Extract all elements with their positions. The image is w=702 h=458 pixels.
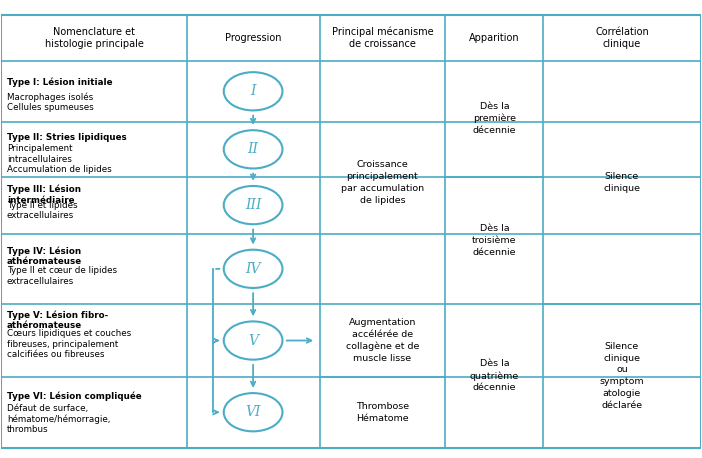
Text: Type III: Lésion
intermédiaire: Type III: Lésion intermédiaire [7, 185, 81, 205]
Text: III: III [245, 198, 261, 212]
Text: Principalement
intracellulaires
Accumulation de lipides: Principalement intracellulaires Accumula… [7, 144, 112, 174]
Text: Défaut de surface,
hématome/hémorragie,
thrombus: Défaut de surface, hématome/hémorragie, … [7, 404, 110, 435]
Text: Type II: Stries lipidiques: Type II: Stries lipidiques [7, 133, 127, 142]
Text: Principal mécanisme
de croissance: Principal mécanisme de croissance [331, 27, 433, 49]
Text: II: II [248, 142, 258, 156]
Text: V: V [248, 333, 258, 348]
Text: Type II et lipides
extracellulaires: Type II et lipides extracellulaires [7, 201, 78, 220]
Text: VI: VI [246, 405, 261, 419]
Text: Type VI: Lésion compliquée: Type VI: Lésion compliquée [7, 392, 142, 402]
Text: I: I [251, 84, 256, 98]
Text: Apparition: Apparition [469, 33, 519, 43]
Text: Progression: Progression [225, 33, 282, 43]
Text: Thrombose
Hématome: Thrombose Hématome [356, 402, 409, 423]
Text: Type II et cœur de lipides
extracellulaires: Type II et cœur de lipides extracellulai… [7, 266, 117, 286]
Text: Dès la
première
décennie: Dès la première décennie [472, 102, 516, 135]
Text: Nomenclature et
histologie principale: Nomenclature et histologie principale [45, 27, 143, 49]
Text: Dès la
troisième
décennie: Dès la troisième décennie [472, 224, 517, 256]
Text: IV: IV [246, 262, 261, 276]
Text: Cœurs lipidiques et couches
fibreuses, principalement
calcifiées ou fibreuses: Cœurs lipidiques et couches fibreuses, p… [7, 329, 131, 359]
Text: Macrophages isolés
Cellules spumeuses: Macrophages isolés Cellules spumeuses [7, 93, 94, 112]
Text: Type V: Lésion fibro-
athéromateuse: Type V: Lésion fibro- athéromateuse [7, 310, 108, 330]
Text: Croissance
principalement
par accumulation
de lipides: Croissance principalement par accumulati… [341, 160, 424, 205]
Text: Type I: Lésion initiale: Type I: Lésion initiale [7, 77, 112, 87]
Text: Silence
clinique
ou
symptom
atologie
déclarée: Silence clinique ou symptom atologie déc… [600, 342, 644, 410]
Text: Augmentation
accélérée de
collagène et de
muscle lisse: Augmentation accélérée de collagène et d… [346, 318, 419, 363]
Text: Dès la
quatrième
décennie: Dès la quatrième décennie [470, 359, 519, 393]
Text: Type IV: Lésion
athéromateuse: Type IV: Lésion athéromateuse [7, 246, 82, 266]
Text: Corrélation
clinique: Corrélation clinique [595, 27, 649, 49]
Text: Silence
clinique: Silence clinique [604, 172, 640, 193]
